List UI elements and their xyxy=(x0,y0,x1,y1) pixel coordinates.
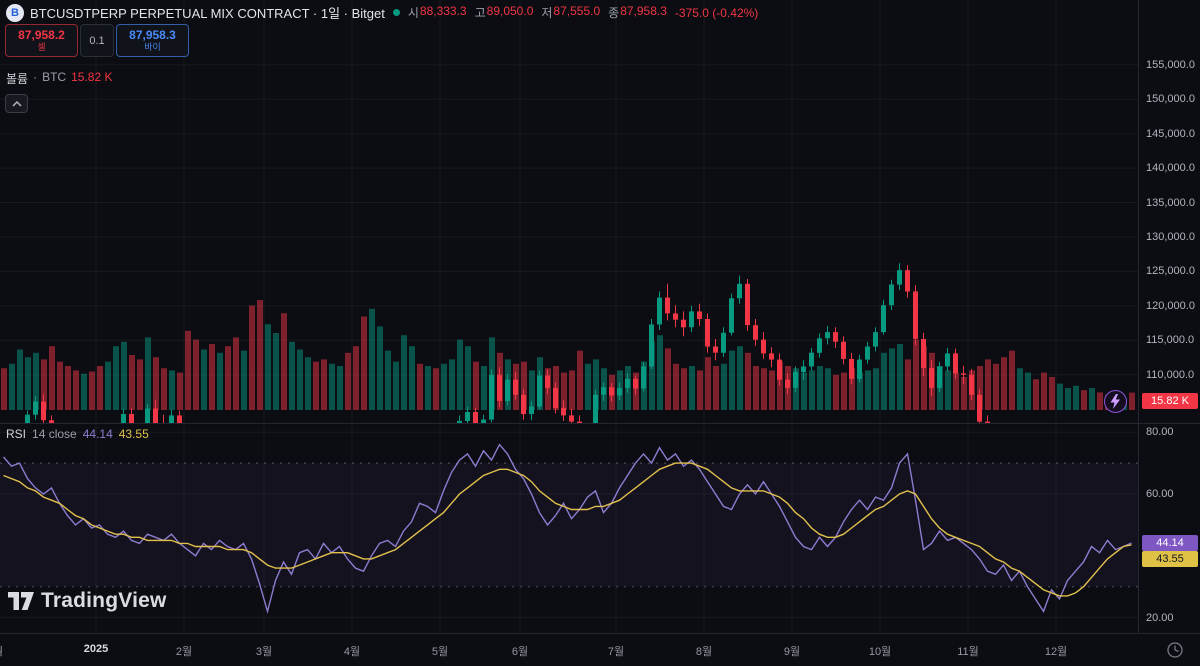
price-chart-canvas[interactable] xyxy=(0,0,1138,423)
low-value: 87,555.0 xyxy=(553,4,601,18)
close-label: 종 xyxy=(608,6,620,20)
buy-label: 바이 xyxy=(144,41,161,52)
time-axis-label: 2025 xyxy=(83,643,109,655)
time-axis-label: 4월 xyxy=(343,646,361,658)
ohlc-values: 시 88,333.3 고 89,050.0 저 87,555.0 종 87,958.3 … xyxy=(408,4,758,21)
rsi-ma-current-value: 43.55 xyxy=(118,427,149,441)
rsi-axis-label: 20.00 xyxy=(1146,612,1174,624)
sell-price: 87,958.2 xyxy=(18,27,65,42)
high-label: 고 xyxy=(474,6,486,20)
tradingview-watermark[interactable]: TradingView xyxy=(8,589,167,613)
time-axis-label: 7월 xyxy=(607,646,625,658)
time-axis-label: 12월 xyxy=(1044,646,1068,658)
symbol-header: B BTCUSDTPERP PERPETUAL MIX CONTRACT · 1… xyxy=(6,3,758,22)
time-scale[interactable]: 12월 2025 2월 3월 4월 5월 6월 7월 8월 9월 10월 11월 12월 xyxy=(0,633,1200,666)
rsi-axis-label: 80.00 xyxy=(1146,426,1174,438)
lightning-icon xyxy=(1110,394,1120,409)
time-axis-label: 5월 xyxy=(431,646,449,658)
change-value: -375.0 (-0.42%) xyxy=(674,5,759,20)
low-label: 저 xyxy=(541,6,553,20)
time-axis-label: 9월 xyxy=(783,646,801,658)
high-value: 89,050.0 xyxy=(486,4,534,18)
time-axis-label: 12월 xyxy=(0,643,3,659)
rsi-indicator-params: 14 close xyxy=(32,427,77,441)
rsi-value-badge: 44.14 xyxy=(1142,535,1198,551)
price-axis-label: 120,000.0 xyxy=(1146,300,1195,312)
rsi-chart-canvas[interactable] xyxy=(0,423,1138,633)
pane-separator[interactable] xyxy=(0,423,1200,424)
time-axis-clock-button[interactable] xyxy=(1166,641,1184,659)
time-axis-label: 2월 xyxy=(175,646,193,658)
rsi-current-value: 44.14 xyxy=(82,427,113,441)
time-axis-label: 6월 xyxy=(511,646,529,658)
tradingview-watermark-text: TradingView xyxy=(41,589,167,612)
price-axis-label: 115,000.0 xyxy=(1146,334,1195,346)
volume-separator: · xyxy=(33,70,38,84)
sell-label: 셀 xyxy=(37,41,46,52)
price-axis-label: 150,000.0 xyxy=(1146,93,1195,105)
rsi-axis-label: 60.00 xyxy=(1146,488,1174,500)
rsi-indicator-header: RSI 14 close 44.14 43.55 xyxy=(6,427,149,441)
buy-price: 87,958.3 xyxy=(129,27,176,42)
symbol-logo-icon: B xyxy=(6,3,24,22)
volume-value: 15.82 K xyxy=(71,70,113,84)
open-value: 88,333.3 xyxy=(419,4,467,18)
tradingview-logo-icon xyxy=(8,592,34,610)
volume-pair: BTC xyxy=(42,70,67,84)
volume-indicator-name: 볼륨 xyxy=(6,72,29,86)
chevron-up-icon xyxy=(11,100,22,107)
price-pane[interactable]: B BTCUSDTPERP PERPETUAL MIX CONTRACT · 1… xyxy=(0,0,1138,423)
quantity-field[interactable]: 0.1 xyxy=(80,24,114,57)
price-axis-label: 130,000.0 xyxy=(1146,231,1195,243)
price-axis-label: 155,000.0 xyxy=(1146,59,1195,71)
time-axis-label: 8월 xyxy=(695,646,713,658)
time-axis-label: 11월 xyxy=(957,646,979,658)
buy-button[interactable]: 87,958.3 바이 xyxy=(116,24,189,57)
volume-indicator-header: 볼륨 · BTC 15.82 K xyxy=(6,70,112,87)
volume-value-badge: 15.82 K xyxy=(1142,393,1198,409)
rsi-ma-value-badge: 43.55 xyxy=(1142,551,1198,567)
price-axis-label: 110,000.0 xyxy=(1146,369,1195,381)
rsi-indicator-name[interactable]: RSI xyxy=(6,427,27,441)
sell-button[interactable]: 87,958.2 셀 xyxy=(5,24,78,57)
instant-trade-button[interactable] xyxy=(1104,390,1127,413)
price-axis-label: 125,000.0 xyxy=(1146,265,1195,277)
rsi-pane[interactable]: RSI 14 close 44.14 43.55 TradingView xyxy=(0,423,1138,633)
time-axis-label: 3월 xyxy=(255,646,273,658)
clock-icon xyxy=(1167,642,1183,658)
price-scale[interactable]: 15.82 K 44.14 43.55 155,000.0 150,000.0 14… xyxy=(1138,0,1200,633)
time-axis-label: 10월 xyxy=(868,646,892,658)
open-label: 시 xyxy=(407,6,419,20)
close-value: 87,958.3 xyxy=(620,4,667,18)
market-open-dot-icon xyxy=(392,9,400,16)
pane-collapse-button[interactable] xyxy=(5,94,28,113)
price-axis-label: 140,000.0 xyxy=(1146,162,1195,174)
price-axis-label: 145,000.0 xyxy=(1146,128,1195,140)
buy-sell-widget: 87,958.2 셀 0.1 87,958.3 바이 xyxy=(5,24,189,57)
price-axis-label: 135,000.0 xyxy=(1146,197,1195,209)
symbol-title[interactable]: BTCUSDTPERP PERPETUAL MIX CONTRACT · 1일 … xyxy=(30,6,385,21)
